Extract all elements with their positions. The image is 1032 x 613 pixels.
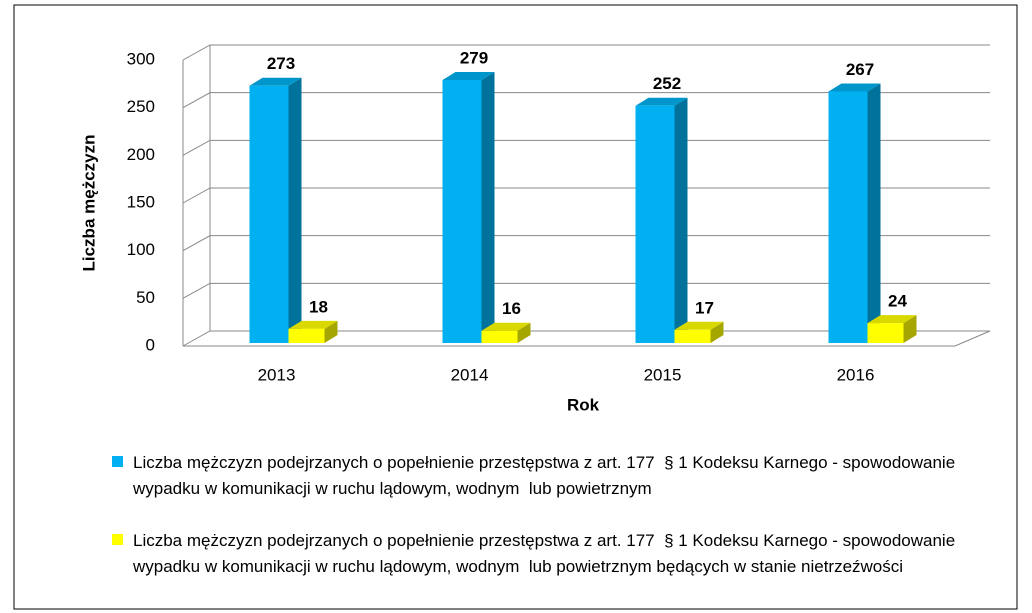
value-label: 17 (695, 298, 714, 317)
x-tick-label: 2013 (258, 365, 296, 384)
x-tick-label: 2015 (644, 365, 682, 384)
grid-line (182, 330, 990, 347)
legend-label: Liczba mężczyzn podejrzanych o popełnien… (133, 453, 960, 498)
y-tick-label: 300 (127, 49, 155, 68)
y-tick-label: 50 (136, 288, 155, 307)
bar-side (481, 72, 495, 344)
bar (288, 328, 325, 343)
grid-line (182, 139, 990, 156)
bar-side (903, 315, 917, 343)
bar-top (828, 83, 881, 92)
bar-side (710, 321, 724, 343)
bar-top (288, 320, 338, 329)
bar-top (442, 72, 495, 81)
grid-line (182, 92, 990, 109)
y-tick-label: 0 (146, 335, 155, 354)
value-label: 267 (846, 60, 874, 79)
bar-top (867, 315, 917, 324)
y-axis-title: Liczba mężczyzn (79, 135, 98, 272)
legend-entry: Liczba mężczyzn podejrzanych o popełnien… (112, 528, 972, 579)
value-label: 24 (888, 292, 907, 311)
grid-line (182, 282, 990, 299)
y-tick-label: 200 (127, 145, 155, 164)
x-tick-label: 2016 (837, 365, 875, 384)
legend-label: Liczba mężczyzn podejrzanych o popełnien… (133, 531, 960, 576)
bar-top (249, 77, 302, 86)
legend-swatch (112, 534, 123, 545)
floor-edge (183, 330, 991, 347)
grid-line (182, 44, 990, 61)
bar (674, 329, 711, 343)
legend-entry: Liczba mężczyzn podejrzanych o popełnien… (112, 450, 972, 501)
bar (635, 105, 675, 343)
x-tick-label: 2014 (451, 365, 489, 384)
bar-side (324, 320, 338, 343)
value-label: 279 (460, 49, 488, 68)
bar (481, 330, 518, 343)
x-axis-title: Rok (567, 395, 600, 414)
bar (828, 91, 868, 344)
bar-side (867, 83, 881, 344)
chart-border (13, 4, 1018, 610)
bar (249, 85, 289, 344)
bar (442, 80, 482, 344)
bar-side (288, 77, 302, 344)
value-label: 16 (502, 299, 521, 318)
bar-top (481, 322, 531, 331)
bar-side (517, 322, 531, 343)
y-tick-label: 150 (127, 192, 155, 211)
y-tick-label: 250 (127, 97, 155, 116)
bar (867, 323, 904, 343)
bar-top (635, 97, 688, 106)
value-label: 273 (267, 54, 295, 73)
legend-swatch (112, 456, 123, 467)
grid-line (182, 187, 990, 204)
y-tick-label: 100 (127, 240, 155, 259)
bar-top (674, 321, 724, 330)
value-label: 18 (309, 297, 328, 316)
bar-side (674, 97, 688, 343)
grid-line (182, 235, 990, 252)
value-label: 252 (653, 74, 681, 93)
